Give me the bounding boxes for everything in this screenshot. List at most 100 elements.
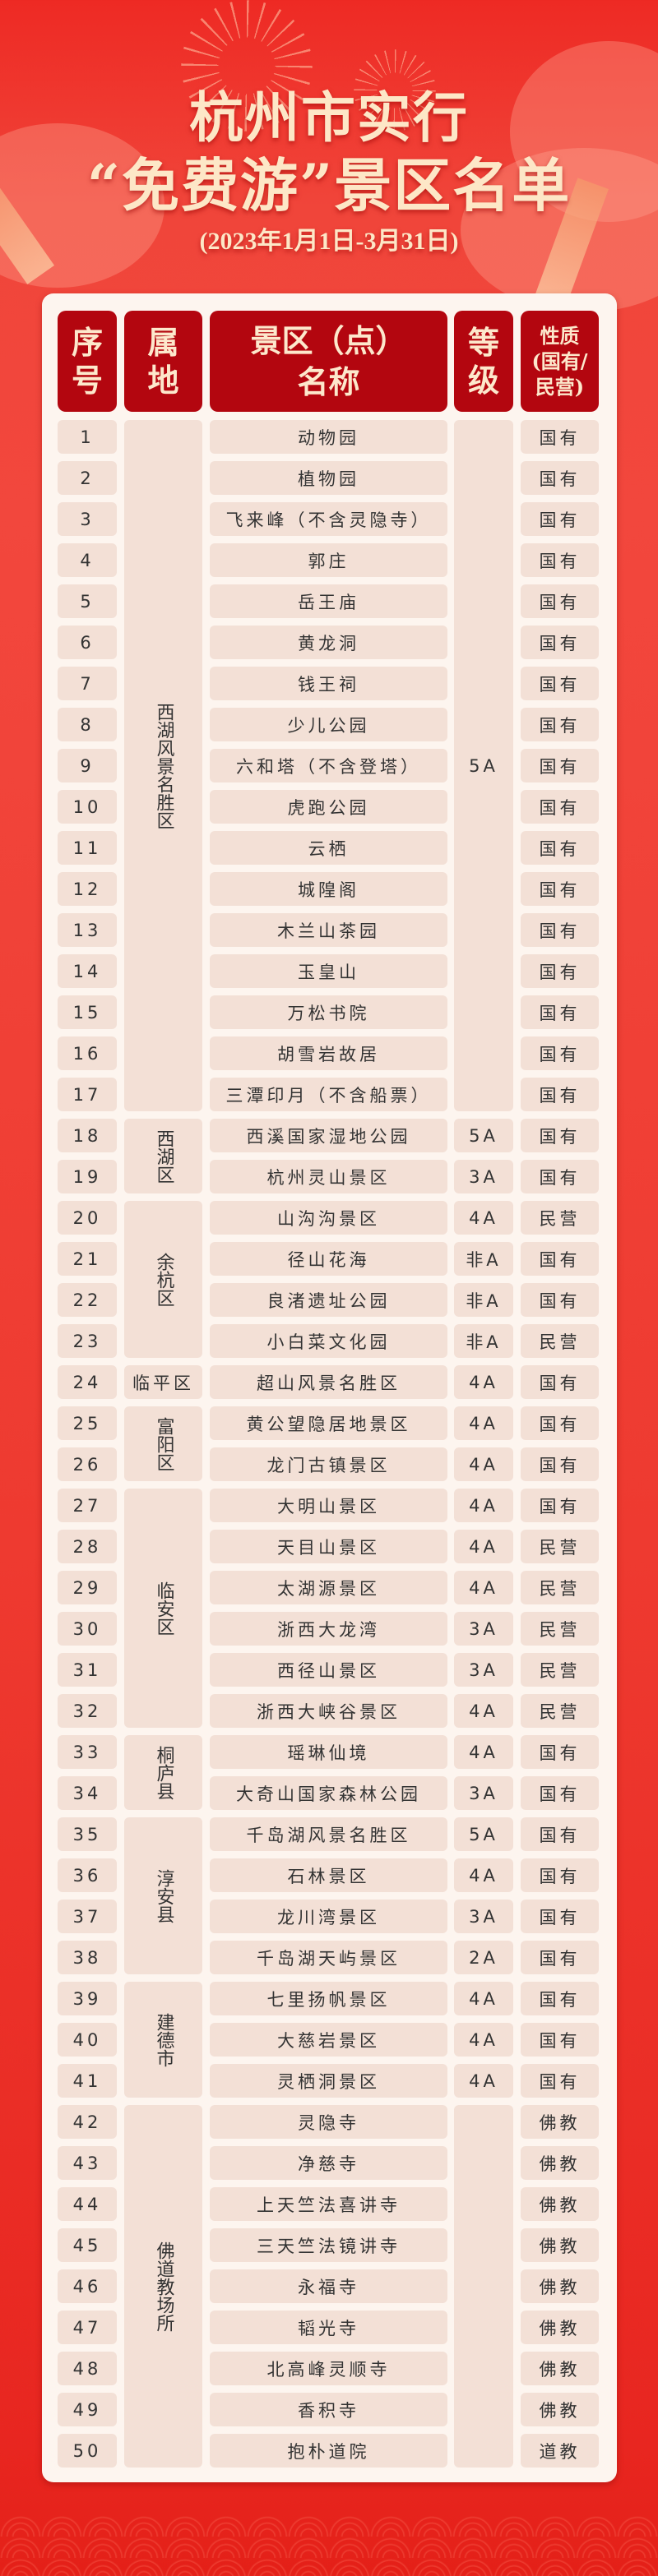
scenic-name: 云栖 bbox=[210, 831, 447, 865]
nature: 国有 bbox=[521, 1735, 599, 1769]
nature-text: 佛教 bbox=[539, 2359, 581, 2380]
row-number-text: 42 bbox=[72, 2112, 102, 2132]
level: 4A bbox=[454, 1406, 513, 1440]
nature: 佛教 bbox=[521, 2228, 599, 2262]
scenic-name: 灵栖洞景区 bbox=[210, 2064, 447, 2098]
nature-text: 国有 bbox=[539, 510, 581, 530]
scenic-name-text: 浙西大龙湾 bbox=[277, 1619, 380, 1640]
nature: 国有 bbox=[521, 1119, 599, 1152]
level: 4A bbox=[454, 1694, 513, 1728]
scenic-name: 大奇山国家森林公园 bbox=[210, 1776, 447, 1810]
scenic-name: 大慈岩景区 bbox=[210, 2023, 447, 2057]
level: 5A bbox=[454, 1817, 513, 1851]
scenic-name-text: 大奇山国家森林公园 bbox=[236, 1784, 421, 1804]
row-number-text: 29 bbox=[72, 1577, 102, 1598]
scenic-name-text: 三天竺法镜讲寺 bbox=[257, 2236, 401, 2256]
level-text: 5A bbox=[469, 1824, 498, 1844]
row-number-text: 40 bbox=[72, 2029, 102, 2050]
nature-text: 民营 bbox=[539, 1619, 581, 1640]
scenic-name: 灵隐寺 bbox=[210, 2105, 447, 2139]
nature-text: 国有 bbox=[539, 1249, 581, 1270]
nature: 国有 bbox=[521, 1776, 599, 1810]
nature: 民营 bbox=[521, 1324, 599, 1358]
district-text: 临平区 bbox=[132, 1373, 194, 1393]
row-number-text: 44 bbox=[72, 2194, 102, 2214]
district: 佛道教场所 bbox=[124, 2105, 202, 2468]
row-number: 4 bbox=[58, 543, 117, 577]
nature: 佛教 bbox=[521, 2105, 599, 2139]
district-text: 西湖风景名胜区 bbox=[153, 702, 174, 829]
nature-text: 国有 bbox=[539, 1948, 581, 1969]
level-text: 4A bbox=[469, 1495, 498, 1516]
scenic-name: 少儿公园 bbox=[210, 708, 447, 741]
header-district: 属地 bbox=[124, 311, 202, 412]
row-number: 18 bbox=[58, 1119, 117, 1152]
level: 4A bbox=[454, 1365, 513, 1399]
scenic-name: 黄公望隐居地景区 bbox=[210, 1406, 447, 1440]
scenic-name-text: 千岛湖风景名胜区 bbox=[246, 1825, 411, 1845]
row-number-text: 25 bbox=[72, 1413, 102, 1433]
level: 4A bbox=[454, 1571, 513, 1604]
nature: 民营 bbox=[521, 1612, 599, 1646]
row-number-text: 3 bbox=[80, 509, 95, 529]
district: 余杭区 bbox=[124, 1201, 202, 1358]
scenic-name: 黄龙洞 bbox=[210, 626, 447, 659]
nature: 佛教 bbox=[521, 2269, 599, 2303]
level-text: 4A bbox=[469, 2029, 498, 2050]
nature: 道教 bbox=[521, 2434, 599, 2468]
row-number: 29 bbox=[58, 1571, 117, 1604]
scenic-name-text: 郭庄 bbox=[308, 551, 350, 571]
scenic-name: 郭庄 bbox=[210, 543, 447, 577]
scenic-name: 动物园 bbox=[210, 420, 447, 454]
scenic-name-text: 植物园 bbox=[298, 469, 359, 489]
row-number-text: 12 bbox=[72, 879, 102, 899]
nature-text: 佛教 bbox=[539, 2112, 581, 2133]
district-text: 建德市 bbox=[153, 2012, 174, 2067]
row-number-text: 19 bbox=[72, 1166, 102, 1187]
row-number-text: 36 bbox=[72, 1865, 102, 1886]
row-number-text: 20 bbox=[72, 1207, 102, 1228]
nature-text: 国有 bbox=[539, 1825, 581, 1845]
nature: 国有 bbox=[521, 1160, 599, 1193]
row-number: 12 bbox=[58, 872, 117, 906]
row-number: 13 bbox=[58, 913, 117, 947]
level: 非A bbox=[454, 1283, 513, 1317]
district-text: 淳安县 bbox=[153, 1868, 174, 1923]
level-text: 非A bbox=[466, 1249, 502, 1270]
district: 临安区 bbox=[124, 1489, 202, 1728]
nature: 国有 bbox=[521, 913, 599, 947]
scenic-name-text: 良渚遗址公园 bbox=[266, 1290, 391, 1311]
row-number-text: 24 bbox=[72, 1372, 102, 1392]
header-name: 景区（点）名称 bbox=[210, 311, 447, 412]
scenic-name: 山沟沟景区 bbox=[210, 1201, 447, 1235]
level-text: 非A bbox=[466, 1290, 502, 1311]
nature: 国有 bbox=[521, 995, 599, 1029]
nature: 国有 bbox=[521, 420, 599, 454]
nature: 佛教 bbox=[521, 2352, 599, 2385]
scenic-name: 虎跑公园 bbox=[210, 790, 447, 824]
nature: 国有 bbox=[521, 708, 599, 741]
row-number: 47 bbox=[58, 2311, 117, 2344]
nature-text: 国有 bbox=[539, 879, 581, 900]
header-no: 序号 bbox=[58, 311, 117, 412]
district: 富阳区 bbox=[124, 1406, 202, 1481]
nature: 国有 bbox=[521, 1858, 599, 1892]
nature-text: 佛教 bbox=[539, 2195, 581, 2215]
nature-text: 国有 bbox=[539, 1496, 581, 1517]
scenic-name: 永福寺 bbox=[210, 2269, 447, 2303]
nature-text: 国有 bbox=[539, 1784, 581, 1804]
scenic-name: 龙川湾景区 bbox=[210, 1900, 447, 1933]
nature: 国有 bbox=[521, 626, 599, 659]
level-text: 2A bbox=[469, 1947, 498, 1968]
scenic-name: 抱朴道院 bbox=[210, 2434, 447, 2468]
row-number: 38 bbox=[58, 1941, 117, 1974]
nature: 国有 bbox=[521, 1982, 599, 2015]
level-text: 4A bbox=[469, 1207, 498, 1228]
row-number: 11 bbox=[58, 831, 117, 865]
nature: 国有 bbox=[521, 1036, 599, 1070]
date-range: (2023年1月1日-3月31日) bbox=[199, 228, 459, 255]
row-number: 34 bbox=[58, 1776, 117, 1810]
level: 3A bbox=[454, 1776, 513, 1810]
row-number-text: 21 bbox=[72, 1249, 102, 1269]
scenic-name: 龙门古镇景区 bbox=[210, 1447, 447, 1481]
